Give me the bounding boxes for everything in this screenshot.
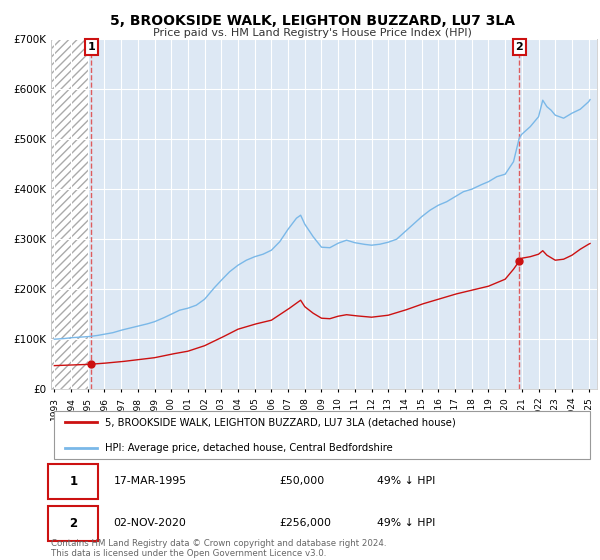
Text: 02-NOV-2020: 02-NOV-2020	[113, 519, 187, 528]
Text: 2: 2	[515, 42, 523, 52]
Text: Contains HM Land Registry data © Crown copyright and database right 2024.
This d: Contains HM Land Registry data © Crown c…	[51, 539, 386, 558]
Text: 5, BROOKSIDE WALK, LEIGHTON BUZZARD, LU7 3LA: 5, BROOKSIDE WALK, LEIGHTON BUZZARD, LU7…	[110, 14, 515, 28]
Text: £256,000: £256,000	[279, 519, 331, 528]
Text: 1: 1	[69, 475, 77, 488]
Text: 17-MAR-1995: 17-MAR-1995	[113, 477, 187, 486]
Text: HPI: Average price, detached house, Central Bedfordshire: HPI: Average price, detached house, Cent…	[106, 442, 393, 452]
Text: Price paid vs. HM Land Registry's House Price Index (HPI): Price paid vs. HM Land Registry's House …	[152, 28, 472, 38]
Text: 1: 1	[88, 42, 95, 52]
Bar	[51, 39, 88, 389]
Text: 49% ↓ HPI: 49% ↓ HPI	[377, 519, 435, 528]
Text: £50,000: £50,000	[279, 477, 325, 486]
FancyBboxPatch shape	[48, 506, 98, 540]
Text: 49% ↓ HPI: 49% ↓ HPI	[377, 477, 435, 486]
FancyBboxPatch shape	[54, 412, 590, 459]
FancyBboxPatch shape	[48, 464, 98, 498]
Text: 5, BROOKSIDE WALK, LEIGHTON BUZZARD, LU7 3LA (detached house): 5, BROOKSIDE WALK, LEIGHTON BUZZARD, LU7…	[106, 417, 456, 427]
Text: 2: 2	[69, 517, 77, 530]
